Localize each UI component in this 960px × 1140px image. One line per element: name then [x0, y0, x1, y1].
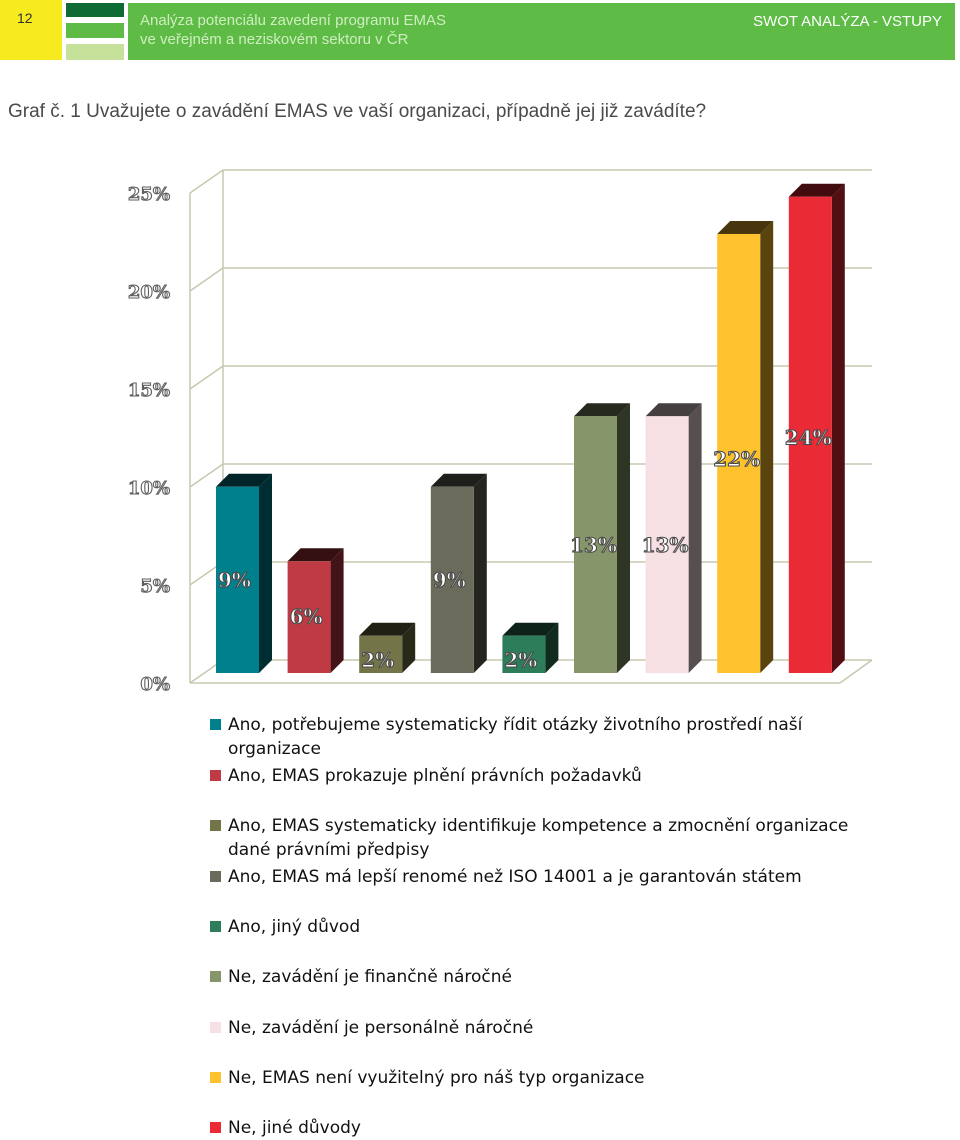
gridline-side	[189, 169, 224, 194]
legend-swatch	[210, 921, 221, 932]
bar	[216, 473, 272, 673]
legend-swatch	[210, 820, 221, 831]
y-tick-label: 20%	[128, 282, 170, 303]
data-label: 2%	[504, 648, 537, 672]
legend-swatch	[210, 1072, 221, 1083]
page-number: 12	[17, 10, 33, 26]
legend-swatch	[210, 770, 221, 781]
legend-label: Ano, EMAS má lepší renomé než ISO 14001 …	[228, 867, 802, 887]
legend-label: Ano, EMAS prokazuje plnění právních poža…	[228, 766, 642, 786]
legend-swatch	[210, 871, 221, 882]
bar	[359, 622, 416, 673]
page-number-box: 12	[0, 0, 62, 60]
data-label: 24%	[785, 426, 832, 450]
data-labels: 9% 6% 2% 9% 2% 13% 13% 22% 24%	[217, 425, 832, 672]
legend-label: Ne, zavádění je personálně náročné	[228, 1018, 534, 1038]
data-label: 13%	[642, 533, 689, 557]
bar	[645, 403, 702, 673]
header-title-line1: Analýza potenciálu zavedení programu EMA…	[140, 12, 447, 29]
floor-edge-right	[839, 659, 873, 684]
y-tick-label: 0%	[140, 674, 170, 695]
data-label: 9%	[433, 568, 466, 592]
y-axis-ticks: 0% 5% 10% 15% 20% 25%	[127, 183, 170, 695]
legend-swatch	[210, 971, 221, 982]
legend-label: Ano, potřebujeme systematicky řídit otáz…	[228, 715, 803, 759]
gridline-side	[189, 365, 224, 390]
header-section-label: SWOT ANALÝZA - VSTUPY	[753, 13, 942, 30]
header-block-dark	[66, 3, 124, 17]
header-color-blocks	[64, 0, 126, 60]
y-tick-label: 5%	[140, 576, 170, 597]
y-tick-label: 10%	[128, 478, 170, 499]
header-band: Analýza potenciálu zavedení programu EMA…	[128, 3, 955, 60]
legend-label: Ne, zavádění je finančně náročné	[228, 967, 512, 987]
y-tick-label: 15%	[128, 380, 170, 401]
data-label: 13%	[570, 533, 617, 557]
gridline-side	[189, 267, 224, 292]
legend-swatch	[210, 719, 221, 730]
header-title-line2: ve veřejném a neziskovém sektoru v ČR	[140, 31, 409, 48]
data-label: 2%	[361, 648, 394, 672]
bar	[430, 473, 487, 673]
bar	[788, 183, 845, 673]
legend-label: Ano, EMAS systematicky identifikuje komp…	[228, 816, 849, 860]
legend-label: Ne, EMAS není využitelný pro náš typ org…	[228, 1068, 645, 1088]
legend-label: Ano, jiný důvod	[228, 917, 361, 937]
y-tick-label: 25%	[128, 184, 170, 205]
data-label: 6%	[290, 604, 323, 628]
figure-title: Graf č. 1 Uvažujete o zavádění EMAS ve v…	[8, 101, 707, 122]
legend-swatch	[210, 1122, 221, 1133]
legend-swatch	[210, 1022, 221, 1033]
bar	[717, 220, 774, 673]
header-block-light	[66, 44, 124, 60]
bar	[574, 403, 630, 673]
bar	[502, 622, 559, 673]
data-label: 9%	[218, 568, 251, 592]
bar	[287, 548, 344, 673]
legend-label: Ne, jiné důvody	[228, 1118, 361, 1138]
header-block-mid	[66, 23, 124, 38]
chart-bars	[216, 183, 845, 673]
data-label: 22%	[713, 447, 760, 471]
gridline-side	[189, 463, 224, 488]
